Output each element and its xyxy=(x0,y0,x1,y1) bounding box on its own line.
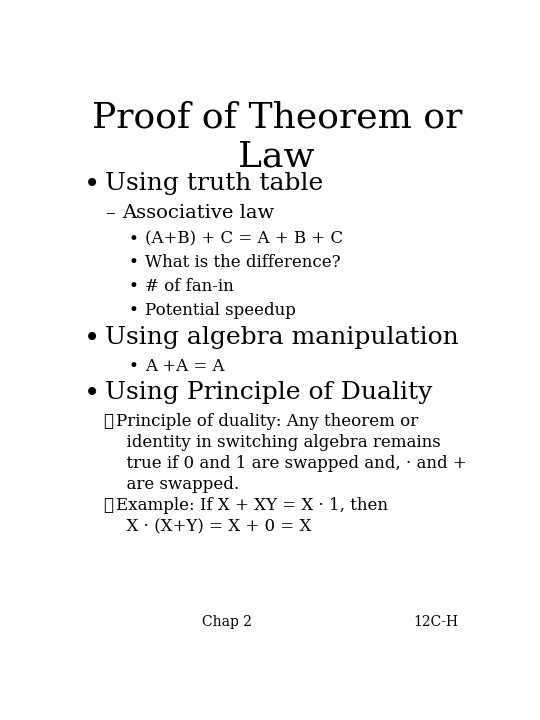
Text: Using Principle of Duality: Using Principle of Duality xyxy=(105,382,433,405)
Text: Example: If X + XY = X · 1, then: Example: If X + XY = X · 1, then xyxy=(116,498,388,514)
Text: •: • xyxy=(84,172,100,199)
Text: identity in switching algebra remains: identity in switching algebra remains xyxy=(116,434,441,451)
Text: ✓: ✓ xyxy=(103,413,113,430)
Text: ✓: ✓ xyxy=(103,498,113,514)
Text: are swapped.: are swapped. xyxy=(116,476,239,493)
Text: •: • xyxy=(128,358,138,374)
Text: Using truth table: Using truth table xyxy=(105,172,323,195)
Text: Potential speedup: Potential speedup xyxy=(145,302,296,319)
Text: Proof of Theorem or
Law: Proof of Theorem or Law xyxy=(92,100,462,174)
Text: 12C-H: 12C-H xyxy=(413,615,458,629)
Text: Associative law: Associative law xyxy=(122,204,274,222)
Text: # of fan-in: # of fan-in xyxy=(145,278,234,295)
Text: (A+B) + C = A + B + C: (A+B) + C = A + B + C xyxy=(145,230,343,248)
Text: •: • xyxy=(128,278,138,295)
Text: Using algebra manipulation: Using algebra manipulation xyxy=(105,326,459,349)
Text: A +A = A: A +A = A xyxy=(145,358,225,374)
Text: X · (X+Y) = X + 0 = X: X · (X+Y) = X + 0 = X xyxy=(116,518,311,535)
Text: Chap 2: Chap 2 xyxy=(201,615,252,629)
Text: true if 0 and 1 are swapped and, · and +: true if 0 and 1 are swapped and, · and + xyxy=(116,455,467,472)
Text: •: • xyxy=(84,326,100,353)
Text: •: • xyxy=(84,382,100,408)
Text: Principle of duality: Any theorem or: Principle of duality: Any theorem or xyxy=(116,413,418,430)
Text: What is the difference?: What is the difference? xyxy=(145,254,341,271)
Text: –: – xyxy=(105,204,115,222)
Text: •: • xyxy=(128,302,138,319)
Text: •: • xyxy=(128,254,138,271)
Text: •: • xyxy=(128,230,138,248)
